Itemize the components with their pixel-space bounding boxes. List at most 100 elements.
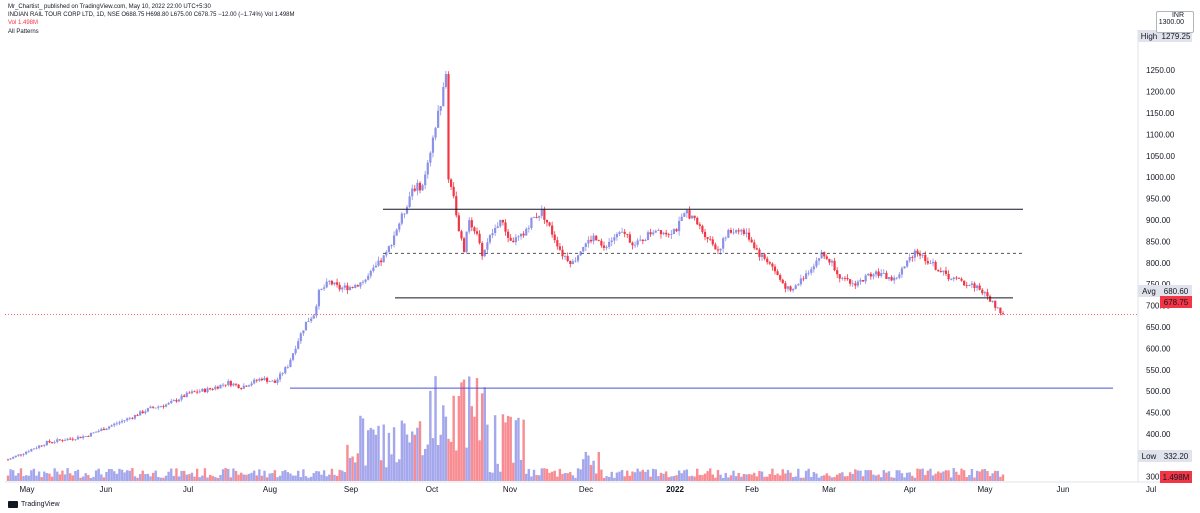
candle-body [177,399,181,402]
candle-body [449,179,453,187]
volume-bar [747,474,751,481]
tradingview-footer[interactable]: TradingView [8,501,60,508]
candle-body [802,278,805,280]
volume-bar [978,471,981,481]
volume-bar [675,475,678,481]
volume-bar [170,468,173,481]
volume-bar [457,395,461,481]
volume-bar [431,438,435,481]
volume-bar [11,470,15,481]
volume-bar [965,477,968,481]
currency-selector[interactable] [1156,11,1194,33]
volume-bar [968,475,971,481]
candle-body [335,282,339,285]
volume-bar [48,473,51,481]
candle-body [408,196,411,208]
candle-body [6,459,10,461]
volume-bar [706,471,709,481]
candle-body [716,249,720,251]
candle-body [882,272,885,274]
volume-bar [159,477,163,481]
volume-bar [711,474,714,481]
candle-body [929,263,932,265]
volume-bar [760,471,764,481]
volume-bar [628,475,632,481]
candle-body [545,219,549,223]
volume-bar [100,474,103,481]
candle-body [348,287,352,291]
volume-bar [506,415,510,481]
volume-bar [240,472,243,481]
x-tick-label: Sep [344,485,359,494]
volume-bar [382,424,385,481]
y-tick-label: 1150.00 [1146,109,1175,118]
candle-body [115,423,118,425]
volume-bar [905,472,909,481]
candle-body [807,272,810,274]
candle-body [532,217,536,218]
volume-bar [81,476,85,481]
candle-body [53,441,56,443]
volume-bar [794,476,797,481]
candle-body [903,266,906,269]
volume-bar [286,472,290,481]
candle-body [120,420,124,423]
candle-body [906,260,909,267]
candle-body [815,260,818,267]
candle-body [48,441,51,443]
volume-bar [942,471,945,481]
candle-body [126,418,129,421]
candle-body [789,286,792,291]
volume-bar [543,468,546,481]
candle-body [61,440,64,441]
candle-body [172,400,175,402]
volume-bar [659,472,663,481]
candle-body [973,283,976,289]
volume-bar [304,476,308,481]
volume-bar [758,470,761,481]
volume-bar [144,474,147,481]
volume-bar [341,470,344,481]
candle-body [374,265,378,268]
candle-body [986,292,989,297]
y-tick-label: 1050.00 [1146,152,1175,161]
y-tick-label: 700.00 [1146,302,1171,311]
candle-body [247,385,251,387]
volume-bar [934,473,937,481]
volume-bar [913,477,917,481]
candle-body [675,229,678,232]
candle-body [201,388,204,392]
volume-bar [981,469,984,481]
volume-bar [848,472,852,481]
volume-bar [24,475,28,481]
candle-body [229,381,232,386]
candle-body [828,258,831,263]
volume-bar [361,418,365,481]
volume-bar [14,475,17,481]
candle-body [911,257,914,258]
candle-body [942,270,945,273]
volume-bar [429,390,432,481]
candle-body [846,277,849,280]
volume-bar [289,473,292,481]
candle-body [771,263,774,267]
candle-body [302,330,305,334]
candle-body [203,388,207,393]
candle-body [164,404,168,407]
candle-body [880,272,883,276]
volume-bar [167,471,170,481]
volume-bar [703,473,707,481]
volume-bar [480,393,484,481]
candle-body [877,271,880,276]
candle-body [522,233,525,236]
volume-bar [115,473,119,481]
candle-body [517,236,520,238]
volume-bar [245,474,248,481]
volume-bar [195,468,199,481]
volume-bar [864,470,867,481]
candle-body [538,215,541,218]
candle-body [219,384,222,389]
x-tick-label: Apr [904,485,917,494]
candle-body [63,440,67,442]
